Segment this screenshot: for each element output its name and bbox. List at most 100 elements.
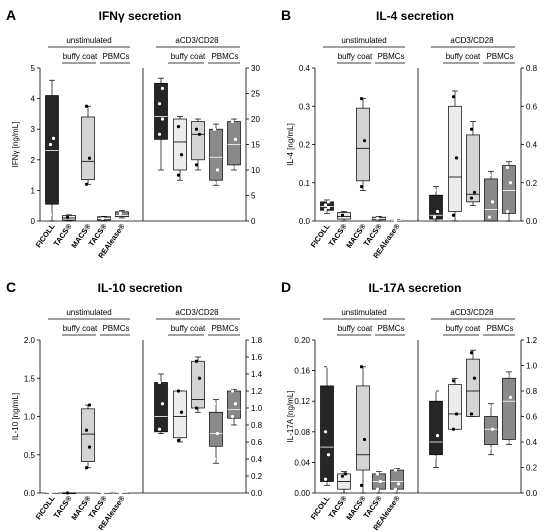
data-point (326, 453, 331, 457)
box-unstimulated (81, 403, 95, 470)
box-stimulated (191, 356, 205, 413)
group-label-stimulated: aCD3/CD28 (450, 308, 494, 317)
left-tick-label: 0.08 (294, 428, 310, 437)
data-point (194, 359, 199, 363)
panel-a: A IFNγ secretion unstimulated aCD3/CD28 buff… (6, 7, 260, 260)
sub-label-pbmcs: PBMCs (377, 324, 404, 333)
panel-letter: D (281, 279, 291, 295)
data-point (230, 414, 235, 419)
data-point (393, 219, 398, 223)
right-tick-label: 0 (251, 217, 256, 226)
data-point (157, 427, 162, 431)
box-stimulated (227, 118, 241, 171)
data-point (176, 389, 181, 393)
left-tick-label: 0.0 (24, 489, 36, 498)
right-tick-label: 0.0 (251, 489, 263, 498)
right-tick-label: 0.6 (526, 413, 538, 422)
box (45, 95, 59, 205)
data-point (375, 487, 380, 491)
group-label-unstimulated: unstimulated (341, 308, 386, 317)
data-point (396, 482, 401, 486)
right-tick-label: 1.2 (251, 387, 263, 396)
sub-label-pbmcs: PBMCs (486, 52, 513, 61)
data-point (179, 410, 184, 414)
data-point (179, 153, 184, 157)
box-stimulated (429, 186, 443, 222)
left-tick-label: 2 (31, 156, 36, 165)
box-unstimulated (62, 491, 76, 495)
right-tick-label: 1.8 (251, 336, 263, 345)
data-point (508, 395, 513, 399)
box-unstimulated (337, 211, 351, 222)
y-axis-label: IL-4 [ng/mL] (286, 123, 295, 166)
box (502, 377, 516, 440)
data-point (469, 412, 474, 416)
right-tick-label: 0.2 (526, 179, 538, 188)
sub-label-buffy-coat: buffy coat (171, 324, 206, 333)
data-point (230, 165, 235, 170)
box (502, 165, 516, 214)
data-point (157, 102, 162, 106)
box-stimulated (484, 403, 498, 456)
group-label-stimulated: aCD3/CD28 (175, 308, 219, 317)
data-point (160, 402, 165, 406)
group-label-stimulated: aCD3/CD28 (450, 36, 494, 45)
panel-title: IL-4 secretion (376, 9, 454, 23)
data-point (87, 445, 92, 449)
box-unstimulated (320, 365, 334, 486)
box (191, 121, 205, 161)
data-point (87, 403, 92, 407)
data-point (451, 213, 456, 217)
data-point (212, 181, 217, 185)
left-tick-label: 3 (31, 125, 36, 134)
sub-label-buffy-coat: buffy coat (338, 324, 373, 333)
box-unstimulated (97, 216, 111, 222)
box (484, 416, 498, 445)
sub-label-pbmcs: PBMCs (211, 324, 238, 333)
data-point (435, 434, 440, 438)
box-stimulated (484, 170, 498, 222)
data-point (194, 163, 199, 167)
data-point (432, 215, 437, 219)
box-unstimulated (45, 79, 59, 222)
data-point (508, 181, 513, 185)
data-point (197, 376, 202, 380)
left-tick-label: 0.2 (299, 141, 311, 150)
sub-label-buffy-coat: buffy coat (446, 52, 481, 61)
sub-label-pbmcs: PBMCs (102, 324, 129, 333)
data-point (176, 438, 181, 442)
box-stimulated (502, 161, 516, 222)
data-point (87, 156, 92, 160)
group-label-unstimulated: unstimulated (66, 308, 111, 317)
box (448, 384, 462, 430)
group-label-unstimulated: unstimulated (341, 36, 386, 45)
panel-c: C IL-10 secretion unstimulated aCD3/CD28 buf… (6, 279, 263, 532)
data-point (323, 203, 328, 207)
box (484, 178, 498, 222)
box-stimulated (154, 77, 168, 171)
data-point (505, 374, 510, 378)
right-tick-label: 0.0 (526, 489, 538, 498)
box-stimulated (173, 116, 187, 181)
right-tick-label: 10 (251, 166, 260, 175)
data-point (451, 379, 456, 383)
box-stimulated (154, 373, 168, 434)
data-point (469, 351, 474, 355)
right-tick-label: 0.8 (251, 421, 263, 430)
sub-label-buffy-coat: buffy coat (171, 52, 206, 61)
left-tick-label: 0.00 (294, 489, 310, 498)
data-point (326, 206, 331, 210)
data-point (340, 213, 345, 217)
data-point (157, 132, 162, 136)
data-point (469, 196, 474, 200)
right-tick-label: 5 (251, 192, 256, 201)
box-stimulated (448, 377, 462, 431)
data-point (197, 132, 202, 136)
data-point (323, 430, 328, 434)
right-tick-label: 0.8 (526, 64, 538, 73)
data-point (472, 190, 477, 194)
box-stimulated (227, 388, 241, 426)
data-point (230, 119, 235, 124)
box-unstimulated (81, 104, 95, 186)
left-tick-label: 0.3 (299, 102, 311, 111)
